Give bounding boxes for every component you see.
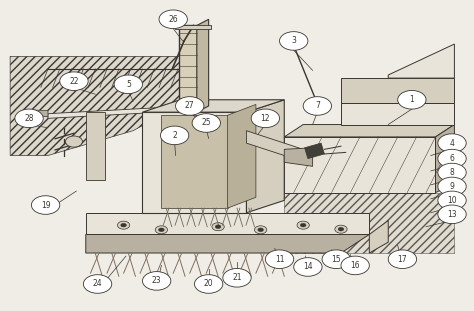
Circle shape [31, 196, 60, 214]
Circle shape [155, 226, 167, 234]
Text: 26: 26 [168, 15, 178, 24]
Polygon shape [143, 100, 284, 112]
Text: 3: 3 [292, 36, 296, 45]
Polygon shape [86, 213, 369, 234]
Text: 16: 16 [350, 261, 360, 270]
Polygon shape [143, 112, 246, 213]
Text: 2: 2 [172, 131, 177, 140]
Circle shape [15, 109, 43, 128]
Circle shape [83, 275, 112, 293]
Text: 8: 8 [450, 168, 455, 177]
Text: 20: 20 [204, 280, 213, 289]
Polygon shape [284, 137, 436, 193]
Text: 10: 10 [447, 196, 457, 205]
Text: 6: 6 [450, 154, 455, 163]
Circle shape [143, 272, 171, 290]
Circle shape [60, 72, 88, 91]
Circle shape [265, 250, 294, 268]
Text: 17: 17 [398, 255, 407, 264]
Polygon shape [179, 26, 197, 112]
Polygon shape [436, 124, 455, 193]
Circle shape [118, 221, 130, 229]
Polygon shape [341, 103, 455, 124]
Text: 24: 24 [93, 280, 102, 289]
Polygon shape [284, 148, 313, 166]
Text: 9: 9 [450, 182, 455, 191]
Polygon shape [246, 131, 303, 162]
Circle shape [159, 10, 187, 29]
Polygon shape [161, 115, 228, 208]
Circle shape [398, 91, 426, 109]
Text: 7: 7 [315, 101, 320, 110]
Polygon shape [284, 193, 455, 253]
Text: 14: 14 [303, 262, 313, 272]
Polygon shape [388, 44, 455, 78]
Circle shape [301, 223, 306, 227]
Circle shape [438, 149, 466, 168]
Circle shape [438, 191, 466, 210]
Circle shape [322, 250, 350, 268]
Text: 28: 28 [24, 114, 34, 123]
Circle shape [194, 275, 223, 293]
Circle shape [303, 97, 331, 115]
Text: 22: 22 [69, 77, 79, 86]
Text: 12: 12 [261, 114, 270, 123]
Circle shape [223, 268, 251, 287]
Polygon shape [305, 143, 324, 159]
Text: 23: 23 [152, 276, 162, 285]
Circle shape [338, 227, 344, 231]
Circle shape [175, 97, 204, 115]
Text: 21: 21 [232, 273, 242, 282]
Circle shape [114, 75, 143, 94]
Polygon shape [86, 234, 369, 253]
Polygon shape [48, 108, 161, 118]
Text: 1: 1 [410, 95, 414, 104]
Circle shape [335, 225, 347, 233]
Circle shape [297, 221, 310, 229]
Polygon shape [24, 110, 48, 117]
Circle shape [438, 163, 466, 182]
Polygon shape [197, 19, 209, 112]
Text: 13: 13 [447, 210, 457, 219]
Circle shape [212, 223, 224, 231]
Polygon shape [369, 220, 388, 253]
Polygon shape [284, 124, 455, 137]
Circle shape [294, 258, 322, 276]
Text: 15: 15 [331, 255, 341, 264]
Circle shape [258, 228, 264, 232]
Text: 5: 5 [126, 80, 131, 89]
Circle shape [341, 256, 369, 275]
Text: 11: 11 [275, 255, 284, 264]
Circle shape [121, 223, 127, 227]
Circle shape [192, 114, 220, 132]
Circle shape [388, 250, 417, 268]
Circle shape [438, 205, 466, 224]
Polygon shape [228, 104, 256, 208]
Polygon shape [246, 100, 284, 213]
Polygon shape [174, 26, 211, 29]
Circle shape [280, 32, 308, 50]
Circle shape [65, 136, 82, 147]
Circle shape [438, 134, 466, 152]
Circle shape [160, 126, 189, 145]
Text: 25: 25 [201, 118, 211, 128]
Circle shape [251, 109, 280, 128]
Circle shape [215, 225, 221, 229]
Circle shape [255, 226, 267, 234]
Polygon shape [86, 112, 105, 180]
Text: 19: 19 [41, 201, 50, 210]
Polygon shape [10, 56, 190, 156]
Text: 4: 4 [450, 139, 455, 148]
Circle shape [438, 177, 466, 196]
Polygon shape [341, 78, 455, 103]
Circle shape [158, 228, 164, 232]
Text: 27: 27 [185, 101, 194, 110]
